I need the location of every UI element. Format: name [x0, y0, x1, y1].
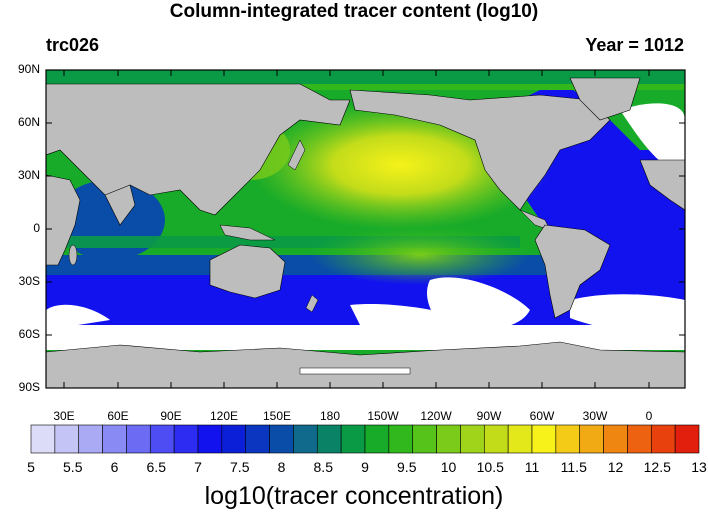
colorbar-swatch	[316, 424, 342, 454]
colorbar-swatch	[627, 424, 652, 454]
colorbar-swatch	[650, 424, 676, 454]
colorbar-tick-label: 10.5	[476, 459, 504, 475]
colorbar-tick-label: 5.5	[63, 459, 83, 475]
colorbar-swatch	[674, 424, 700, 454]
colorbar-tick-label: 13	[691, 459, 707, 475]
lon-label: 90W	[476, 409, 502, 423]
colorbar-swatch	[603, 424, 628, 454]
lon-label: 90E	[160, 409, 182, 423]
colorbar-swatch	[197, 424, 223, 454]
colorbar-tick-label: 9.5	[397, 459, 417, 475]
colorbar-swatch	[102, 424, 127, 454]
colorbar-swatch	[460, 424, 485, 454]
tracer-name-label: trc026	[46, 35, 100, 55]
colorbar-tick-label: 8.5	[313, 459, 333, 475]
colorbar-swatch	[126, 424, 151, 454]
colorbar-swatch	[149, 424, 175, 454]
plot-title: Column-integrated tracer content (log10)	[169, 1, 539, 22]
colorbar-swatch	[388, 424, 414, 454]
land-eurasia	[46, 83, 351, 216]
colorbar-swatch	[269, 424, 294, 454]
colorbar-swatch	[340, 424, 366, 454]
map-area	[46, 70, 685, 388]
colorbar-tick-label: 9	[361, 459, 369, 475]
colorbar-tick-label: 11.5	[560, 459, 587, 475]
lat-label: 90S	[18, 380, 40, 394]
colorbar-tick-label: 7	[194, 459, 202, 475]
axis-ticks	[46, 69, 685, 389]
colorbar-swatch	[412, 424, 437, 454]
lon-label: 120W	[420, 409, 452, 423]
lat-label: 30S	[18, 274, 40, 288]
land-north-america	[349, 89, 611, 211]
lon-label: 120E	[209, 409, 239, 423]
lat-label: 90N	[17, 62, 40, 76]
land-greenland	[569, 77, 641, 121]
colorbar-swatch	[173, 424, 199, 454]
colorbar-tick-label: 7.5	[230, 459, 250, 475]
lon-label: 60W	[529, 409, 555, 423]
colorbar-swatch	[531, 424, 557, 454]
lat-label: 0	[33, 221, 40, 235]
land-africa	[46, 174, 81, 266]
colorbar-swatch	[436, 424, 461, 454]
land-antarctica	[46, 341, 685, 388]
lon-label: 60E	[107, 409, 129, 423]
colorbar-tick-label: 6	[110, 459, 119, 475]
colorbar-tick-label: 10	[440, 459, 457, 475]
colorbar-swatch	[483, 424, 509, 454]
lat-label: 30N	[17, 168, 40, 182]
land-south-america	[534, 224, 611, 319]
lon-label: 180	[319, 409, 341, 423]
missing-north-atlantic	[620, 103, 685, 175]
arctic-band	[46, 70, 685, 84]
colorbar-tick-label: 6.5	[146, 459, 166, 475]
colorbar-swatch	[78, 424, 103, 454]
colorbar-units-label: log10(tracer concentration)	[204, 482, 504, 510]
colorbar-tick-label: 8	[277, 459, 286, 475]
colorbar-swatch	[555, 424, 581, 454]
lon-label: 150W	[367, 409, 399, 423]
colorbar-swatch	[364, 424, 390, 454]
lat-label: 60N	[17, 115, 40, 129]
lon-label: 30E	[53, 409, 75, 423]
colorbar-tick-label: 11	[524, 459, 540, 475]
year-label: Year = 1012	[585, 35, 684, 55]
colorbar-tick-label: 12.5	[643, 459, 671, 475]
colorbar-swatch	[293, 424, 318, 454]
lon-label: 0	[645, 409, 653, 423]
lon-label: 150E	[262, 409, 292, 423]
colorbar-swatch	[507, 424, 533, 454]
colorbar-tick-label: 5	[27, 459, 35, 475]
land-australia	[209, 244, 286, 299]
colorbar-swatch	[579, 424, 604, 454]
colorbar-swatch	[245, 424, 270, 454]
colorbar-swatch	[30, 424, 56, 454]
colorbar-swatch	[54, 424, 80, 454]
lon-label: 30W	[582, 409, 608, 423]
colorbar	[30, 424, 700, 454]
colorbar-swatch	[221, 424, 247, 454]
lat-label: 60S	[18, 327, 40, 341]
colorbar-tick-label: 12	[607, 459, 624, 475]
